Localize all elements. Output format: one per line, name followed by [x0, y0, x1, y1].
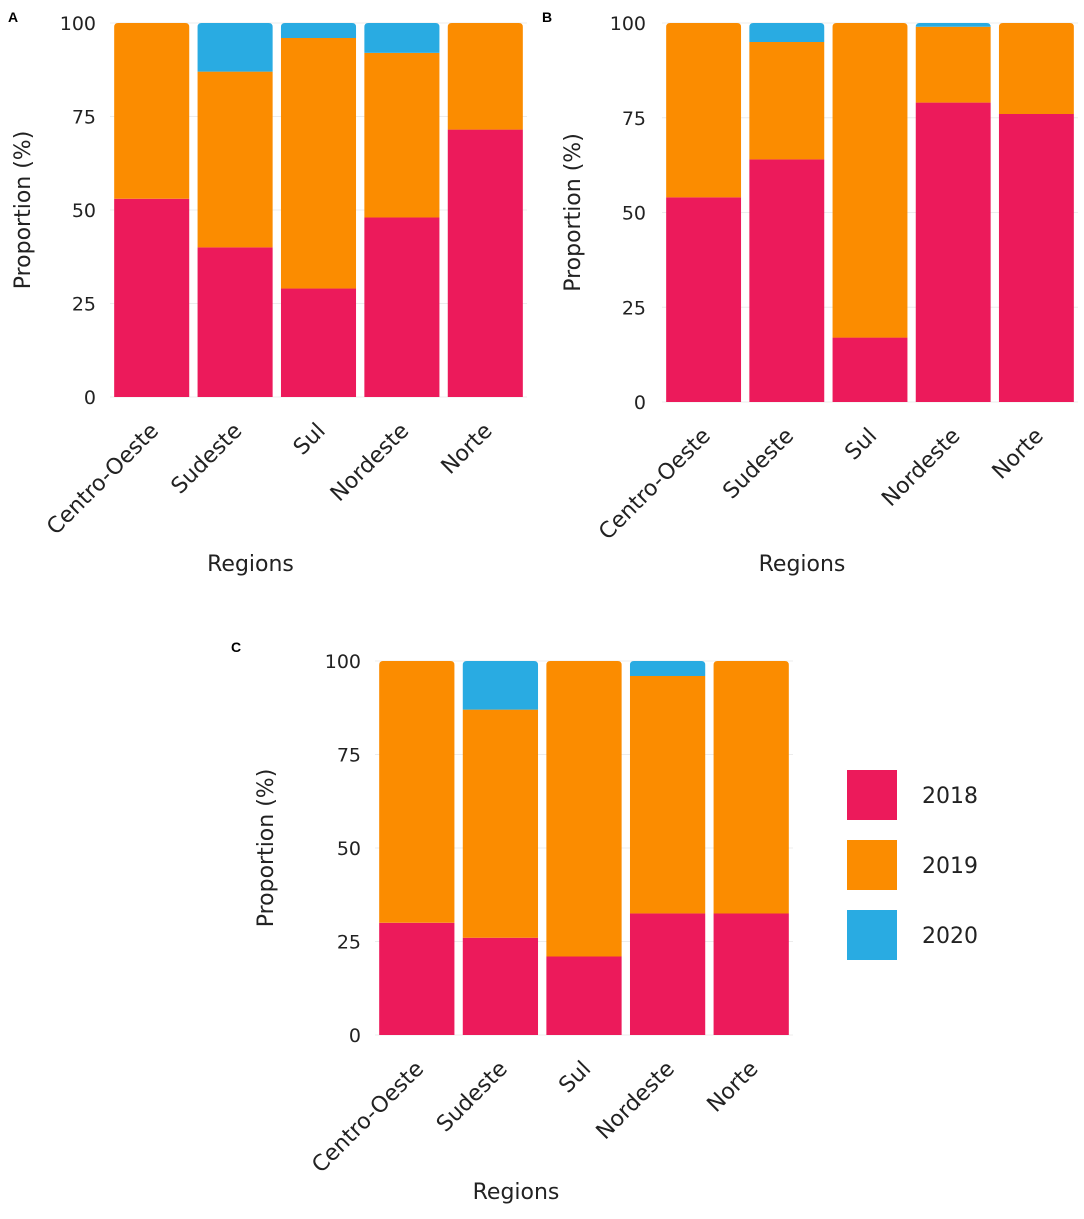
legend-label-2018: 2018 — [922, 784, 978, 809]
y-tick-label: 100 — [610, 13, 646, 35]
panel-b: B 0 25 50 75 100 Centro-Oeste Sudeste SulNordest… — [542, 9, 1078, 577]
bar-b-centro-oeste-2018 — [666, 197, 742, 402]
category-label: Norte — [437, 419, 498, 480]
bar-a-sudeste-2019 — [197, 71, 273, 248]
bar-a-sul-2018 — [280, 288, 357, 397]
bar-b-sudeste-2018 — [749, 159, 825, 402]
bar-a-centro-oeste-2019 — [114, 23, 190, 199]
category-label: Sul — [289, 419, 331, 461]
category-label: Centro-Oeste — [307, 1057, 429, 1179]
bar-a-nordeste-2018 — [364, 217, 440, 397]
y-tick-label: 0 — [349, 1025, 361, 1047]
bar-a-nordeste-2019 — [364, 52, 440, 218]
y-tick-label: 0 — [84, 387, 96, 409]
legend: 2018 2019 2020 — [847, 770, 978, 960]
bar-b-nordeste-2018 — [915, 102, 991, 402]
legend-label-2019: 2019 — [922, 854, 978, 879]
y-axis-title: Proportion (%) — [254, 769, 279, 928]
y-tick-label: 75 — [72, 107, 96, 129]
category-label: Centro-Oeste — [42, 419, 164, 541]
y-tick-label: 50 — [622, 203, 646, 225]
bar-a-sul-2019 — [280, 37, 357, 289]
category-label: Sudeste — [432, 1057, 513, 1138]
bar-a-sudeste-2020 — [197, 23, 273, 72]
panel-label-a: A — [8, 9, 18, 25]
category-label: Sudeste — [167, 419, 248, 500]
panel-c: C 0 25 50 75 100 Centro-Oeste Sudeste SulNordest… — [231, 639, 793, 1205]
bar-c-centro-oeste-2018 — [379, 922, 455, 1035]
y-tick-label: 0 — [634, 392, 646, 414]
bar-b-norte-2019 — [998, 23, 1074, 114]
bar-b-norte-2018 — [998, 113, 1074, 403]
y-tick-label: 75 — [337, 745, 361, 767]
category-label: Sudeste — [718, 424, 799, 505]
bar-a-norte-2018 — [447, 129, 523, 397]
panel-label-c: C — [231, 639, 241, 655]
bar-c-centro-oeste-2019 — [379, 661, 455, 923]
y-tick-label: 100 — [325, 651, 361, 673]
bar-c-norte-2018 — [713, 913, 789, 1035]
category-label: Sul — [841, 424, 883, 466]
bar-b-sudeste-2019 — [749, 41, 825, 160]
panel-a: A 0 25 50 75 100 Centro-Oeste Sudeste SulNordest… — [8, 9, 527, 577]
bar-c-sudeste-2020 — [462, 661, 539, 710]
bar-b-sudeste-2020 — [749, 23, 825, 42]
x-axis-title: Regions — [759, 552, 846, 577]
bar-c-sudeste-2018 — [462, 937, 539, 1035]
bar-b-nordeste-2019 — [915, 26, 991, 103]
bar-a-nordeste-2020 — [364, 23, 440, 53]
bar-b-sul-2019 — [832, 23, 908, 338]
category-label: Norte — [703, 1057, 764, 1118]
y-tick-label: 25 — [622, 297, 646, 319]
legend-swatch-2018 — [847, 770, 897, 820]
bar-a-norte-2019 — [447, 23, 523, 130]
category-label: Nordeste — [592, 1057, 680, 1145]
category-label: Nordeste — [877, 424, 965, 512]
bar-a-sudeste-2018 — [197, 247, 273, 397]
bar-c-sul-2018 — [546, 956, 622, 1035]
bar-c-sul-2019 — [546, 661, 622, 957]
bar-c-nordeste-2018 — [629, 913, 706, 1035]
bar-c-sudeste-2019 — [462, 709, 539, 938]
bar-c-nordeste-2020 — [629, 661, 706, 676]
y-tick-label: 50 — [337, 838, 361, 860]
panel-label-b: B — [542, 9, 552, 25]
y-tick-label: 25 — [72, 294, 96, 316]
category-label: Sul — [555, 1057, 597, 1099]
bar-b-nordeste-2020 — [915, 23, 991, 27]
bar-b-sul-2018 — [832, 337, 908, 402]
legend-label-2020: 2020 — [922, 924, 978, 949]
bar-c-nordeste-2019 — [629, 675, 706, 914]
bar-c-norte-2019 — [713, 661, 789, 914]
category-label: Norte — [988, 424, 1049, 485]
y-tick-label: 100 — [60, 13, 96, 35]
bar-a-sul-2020 — [280, 23, 357, 38]
bar-b-centro-oeste-2019 — [666, 23, 742, 198]
x-axis-title: Regions — [473, 1180, 560, 1205]
category-label: Nordeste — [326, 419, 414, 507]
y-tick-label: 75 — [622, 108, 646, 130]
y-tick-label: 50 — [72, 200, 96, 222]
y-axis-title: Proportion (%) — [561, 133, 586, 292]
bar-a-centro-oeste-2018 — [114, 198, 190, 397]
legend-swatch-2019 — [847, 840, 897, 890]
legend-swatch-2020 — [847, 910, 897, 960]
y-tick-label: 25 — [337, 932, 361, 954]
x-axis-title: Regions — [207, 552, 294, 577]
y-axis-title: Proportion (%) — [11, 131, 36, 290]
category-label: Centro-Oeste — [594, 424, 716, 546]
